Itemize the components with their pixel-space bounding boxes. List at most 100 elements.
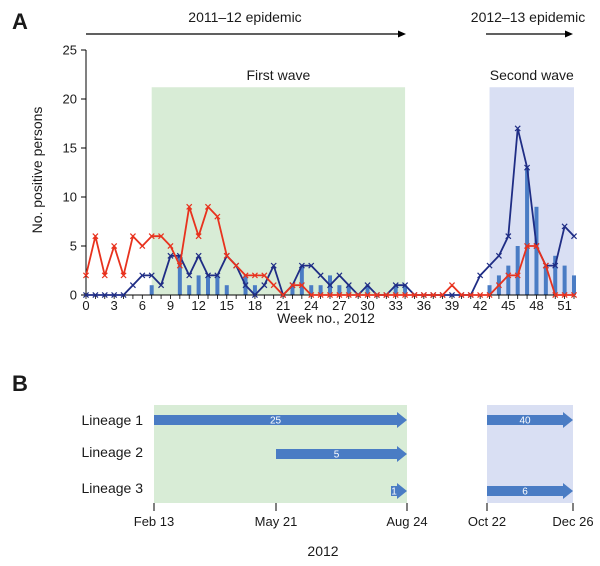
bar — [543, 265, 548, 295]
x-tick-label: 24 — [304, 298, 318, 313]
lineage-arrows: 25 40 5 1 6 — [154, 412, 573, 499]
red-series-point — [467, 291, 474, 299]
navy-series-point — [402, 282, 409, 289]
navy-series-point — [270, 262, 277, 269]
navy-series-point — [486, 262, 493, 269]
bar — [346, 285, 351, 295]
red-series-point — [345, 291, 352, 299]
lineage-count-label: 5 — [334, 450, 340, 461]
bar — [149, 285, 154, 295]
red-series-point — [364, 291, 371, 299]
red-series-point — [448, 282, 456, 289]
red-series-point — [402, 291, 409, 299]
bar — [393, 285, 398, 295]
bar — [224, 285, 229, 295]
red-series-point — [505, 272, 512, 279]
x-tick-label: 6 — [139, 298, 146, 313]
red-line-series — [82, 203, 578, 299]
date-tick-label: Oct 22 — [468, 514, 506, 529]
x-axis-label: Week no., 2012 — [277, 310, 375, 326]
navy-series-point — [111, 291, 118, 299]
panel-b-letter: B — [12, 371, 28, 396]
red-series-point — [458, 291, 465, 299]
navy-series-point — [120, 291, 127, 299]
date-tick-label: May 21 — [255, 514, 298, 529]
x-tick-label: 15 — [220, 298, 234, 313]
navy-series-point — [251, 291, 258, 299]
second-wave-region — [489, 87, 574, 296]
x-tick-label: 0 — [82, 298, 89, 313]
red-series-point — [120, 272, 127, 279]
lineage-3-label: Lineage 3 — [81, 480, 143, 496]
red-series-point — [533, 242, 540, 250]
navy-series-point — [195, 252, 202, 259]
lineage-arrow — [276, 446, 407, 462]
x-tick-label: 18 — [248, 298, 262, 313]
navy-series-point — [204, 272, 212, 279]
second-wave-label: Second wave — [490, 67, 574, 83]
red-series-point — [561, 291, 568, 299]
lineage-count-label: 40 — [519, 416, 531, 427]
x-tick-label: 21 — [276, 298, 290, 313]
x-tick-label: 39 — [445, 298, 459, 313]
first-wave-region — [151, 87, 406, 296]
red-series-point — [214, 213, 221, 220]
bar — [572, 275, 576, 295]
date-tick-label: Feb 13 — [134, 514, 174, 529]
red-series-point — [82, 272, 90, 279]
y-tick-label: 10 — [63, 190, 77, 205]
red-series-point — [326, 291, 334, 299]
bar — [299, 265, 304, 295]
red-series-point — [270, 282, 277, 289]
bar — [290, 285, 295, 295]
navy-series-point — [326, 282, 334, 289]
navy-series-point — [364, 282, 371, 289]
date-tick-label: Aug 24 — [386, 514, 427, 529]
bar — [525, 167, 530, 295]
red-series-point — [223, 252, 230, 259]
navy-series-point — [158, 282, 165, 289]
red-series-point — [514, 272, 521, 279]
epidemic-2-arrow-head — [565, 30, 573, 38]
red-series-point — [373, 291, 380, 299]
navy-series-point — [477, 272, 484, 279]
red-series-point — [158, 233, 165, 240]
navy-series-point — [101, 291, 108, 299]
date-tick-label: Dec 26 — [552, 514, 593, 529]
red-series-point — [101, 272, 108, 279]
red-series-point — [495, 282, 502, 289]
navy-series-point — [92, 291, 99, 299]
bar — [309, 285, 314, 295]
red-series-point — [355, 291, 362, 299]
navy-series-point — [392, 282, 399, 289]
navy-series-point — [308, 262, 315, 269]
red-series-point — [411, 291, 418, 299]
bar — [196, 275, 201, 295]
red-series-point — [111, 242, 118, 250]
bar — [506, 265, 511, 295]
x-tick-label: 48 — [529, 298, 543, 313]
red-series-point — [176, 262, 183, 269]
first-wave-label: First wave — [246, 67, 310, 83]
lineage-count-label: 25 — [270, 416, 282, 427]
red-series-point — [336, 291, 343, 299]
bar — [534, 206, 539, 295]
x-tick-label: 36 — [417, 298, 431, 313]
year-label: 2012 — [307, 543, 338, 559]
x-tick-label: 27 — [332, 298, 346, 313]
red-series-point — [430, 291, 437, 299]
lineage-count-label: 6 — [522, 487, 528, 498]
red-series-point — [308, 291, 315, 299]
red-series-point — [383, 291, 390, 299]
panel-a-letter: A — [12, 9, 28, 34]
navy-series-point — [345, 282, 352, 289]
red-series-point — [148, 233, 155, 240]
navy-series-point — [524, 164, 531, 171]
bar — [318, 285, 323, 295]
bar — [337, 285, 342, 295]
red-series-point — [167, 242, 174, 250]
navy-series-point — [298, 262, 305, 269]
navy-series-point — [336, 272, 343, 279]
red-series-point — [289, 282, 296, 289]
bar — [206, 275, 210, 295]
